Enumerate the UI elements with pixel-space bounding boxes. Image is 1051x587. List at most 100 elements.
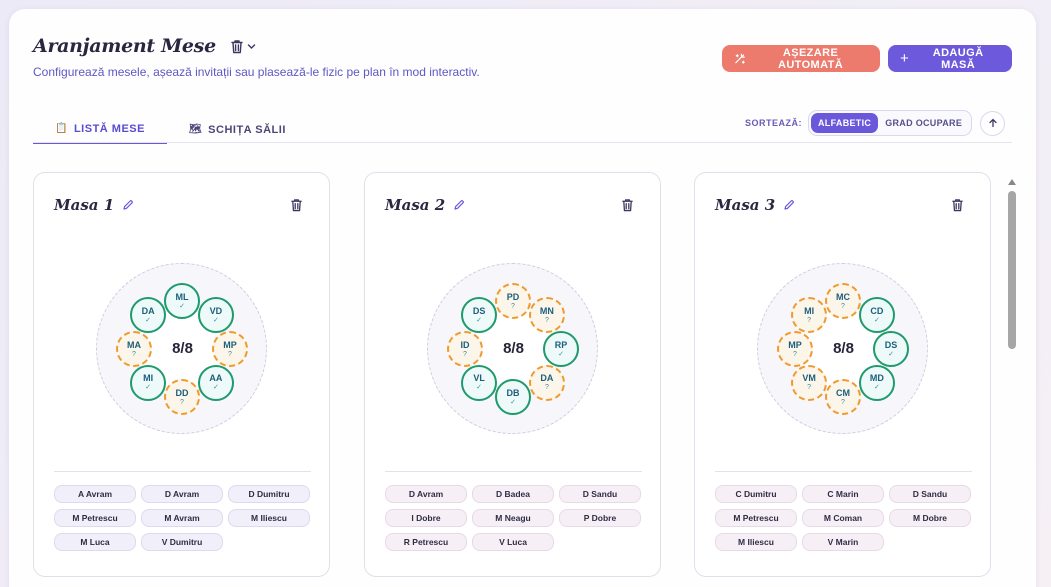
- check-icon: ✓: [510, 398, 516, 406]
- seat-initials: MI: [804, 305, 815, 316]
- guest-chip-list: C Dumitru C Marin D Sandu M Petrescu M Coman…: [715, 485, 977, 551]
- seat-initials: DS: [884, 339, 898, 350]
- seat-guest[interactable]: DA ✓: [130, 297, 167, 334]
- guest-chip[interactable]: D Dumitru: [228, 485, 310, 503]
- seat-guest[interactable]: MP ?: [777, 331, 813, 367]
- guest-chip[interactable]: P Dobre: [559, 509, 641, 527]
- seat-guest[interactable]: DS ✓: [873, 331, 909, 367]
- seat-guest[interactable]: AA ✓: [197, 364, 234, 401]
- card-divider: [715, 471, 972, 472]
- guest-chip[interactable]: M Dobre: [889, 509, 971, 527]
- edit-pencil-icon[interactable]: [453, 199, 465, 211]
- guest-chip[interactable]: A Avram: [54, 485, 136, 503]
- seat-initials: DA: [540, 373, 554, 384]
- map-icon: 🗺: [188, 124, 203, 135]
- scrollbar-thumb[interactable]: [1008, 191, 1016, 349]
- tab-table-list-label: LISTĂ MESE: [73, 122, 145, 135]
- guest-chip[interactable]: V Marin: [802, 533, 884, 551]
- seat-guest[interactable]: MN ?: [528, 297, 565, 334]
- add-table-label: ADAUGĂ MASĂ: [932, 46, 984, 71]
- seat-initials: DS: [472, 305, 486, 316]
- seat-guest[interactable]: MI ?: [791, 297, 828, 334]
- guest-chip[interactable]: C Dumitru: [715, 485, 797, 503]
- seat-guest[interactable]: DB ✓: [495, 379, 531, 415]
- page-title: Aranjament Mese: [33, 35, 216, 57]
- magic-wand-icon: [735, 53, 745, 64]
- question-icon: ?: [807, 316, 812, 324]
- seat-guest[interactable]: VD ✓: [197, 297, 234, 334]
- check-icon: ✓: [145, 384, 152, 392]
- edit-pencil-icon[interactable]: [783, 199, 795, 211]
- seat-guest[interactable]: MC ?: [825, 283, 861, 319]
- seat-initials: MC: [836, 291, 850, 302]
- guest-chip[interactable]: D Sandu: [559, 485, 641, 503]
- seat-initials: AA: [209, 373, 223, 384]
- seat-guest[interactable]: PD ?: [495, 283, 531, 319]
- check-icon: ✓: [212, 384, 219, 392]
- question-icon: ?: [132, 350, 136, 358]
- guest-chip[interactable]: M Luca: [54, 533, 136, 551]
- seat-guest[interactable]: DA ?: [528, 364, 565, 401]
- seat-guest[interactable]: VM ?: [791, 364, 828, 401]
- sort-label: SORTEAZĂ:: [745, 118, 802, 128]
- seat-guest[interactable]: CD ✓: [858, 297, 895, 334]
- guest-chip[interactable]: I Dobre: [385, 509, 467, 527]
- seat-initials: DA: [141, 305, 155, 316]
- table-card-header: Masa 1: [54, 196, 134, 214]
- seat-guest[interactable]: MI ✓: [130, 364, 167, 401]
- guest-chip-list: A Avram D Avram D Dumitru M Petrescu M Avram…: [54, 485, 316, 551]
- seat-guest[interactable]: DD ?: [164, 379, 200, 415]
- guest-chip[interactable]: D Badea: [472, 485, 554, 503]
- sort-controls: SORTEAZĂ: ALFABETIC GRAD OCUPARE: [745, 110, 1006, 136]
- scroll-up-arrow[interactable]: [1008, 179, 1016, 185]
- seat-guest[interactable]: MP ?: [212, 331, 248, 367]
- plus-icon: +: [900, 50, 910, 67]
- seat-guest[interactable]: MD ✓: [858, 364, 895, 401]
- guest-chip[interactable]: D Avram: [141, 485, 223, 503]
- sort-occupancy-option[interactable]: GRAD OCUPARE: [885, 118, 963, 128]
- seat-guest[interactable]: ML ✓: [164, 283, 200, 319]
- delete-table-trash-icon[interactable]: [951, 198, 964, 212]
- tab-table-list[interactable]: 📋 LISTĂ MESE: [33, 115, 167, 144]
- guest-chip[interactable]: M Petrescu: [54, 509, 136, 527]
- question-icon: ?: [180, 398, 184, 406]
- guest-chip[interactable]: V Luca: [472, 533, 554, 551]
- seat-guest[interactable]: VL ✓: [461, 364, 498, 401]
- guest-chip[interactable]: M Neagu: [472, 509, 554, 527]
- edit-pencil-icon[interactable]: [122, 199, 134, 211]
- delete-table-trash-icon[interactable]: [621, 198, 634, 212]
- seat-guest[interactable]: ID ?: [447, 331, 483, 367]
- delete-table-trash-icon[interactable]: [290, 198, 303, 212]
- seat-initials: VM: [802, 373, 816, 384]
- seat-guest[interactable]: MA ?: [116, 331, 152, 367]
- seat-initials: CD: [870, 305, 884, 316]
- question-icon: ?: [807, 384, 812, 392]
- sort-alphabetic-option[interactable]: ALFABETIC: [811, 113, 879, 133]
- seat-initials: DD: [175, 387, 189, 398]
- seat-initials: MP: [788, 339, 802, 350]
- seat-guest[interactable]: DS ✓: [461, 297, 498, 334]
- guest-chip[interactable]: R Petrescu: [385, 533, 467, 551]
- tab-room-sketch[interactable]: 🗺 SCHIȚA SĂLII: [167, 115, 308, 144]
- delete-arrangement-dropdown[interactable]: [230, 39, 256, 54]
- guest-chip[interactable]: M Iliescu: [715, 533, 797, 551]
- guest-chip[interactable]: V Dumitru: [141, 533, 223, 551]
- seat-guest[interactable]: RP ✓: [543, 331, 579, 367]
- table-card-header: Masa 3: [715, 196, 795, 214]
- guest-chip[interactable]: M Petrescu: [715, 509, 797, 527]
- seat-initials: VL: [473, 373, 485, 384]
- question-icon: ?: [228, 350, 232, 358]
- guest-chip-list: D Avram D Badea D Sandu I Dobre M Neagu P Dob…: [385, 485, 647, 551]
- check-icon: ✓: [476, 384, 483, 392]
- guest-chip[interactable]: M Avram: [141, 509, 223, 527]
- seat-guest[interactable]: CM ?: [825, 379, 861, 415]
- guest-chip[interactable]: M Coman: [802, 509, 884, 527]
- guest-chip[interactable]: D Sandu: [889, 485, 971, 503]
- guest-chip[interactable]: M Iliescu: [228, 509, 310, 527]
- sort-direction-button[interactable]: [980, 110, 1006, 136]
- guest-chip[interactable]: D Avram: [385, 485, 467, 503]
- seat-initials: DB: [506, 387, 520, 398]
- add-table-button[interactable]: + ADAUGĂ MASĂ: [888, 45, 1012, 72]
- auto-seat-button[interactable]: AȘEZARE AUTOMATĂ: [722, 45, 880, 72]
- guest-chip[interactable]: C Marin: [802, 485, 884, 503]
